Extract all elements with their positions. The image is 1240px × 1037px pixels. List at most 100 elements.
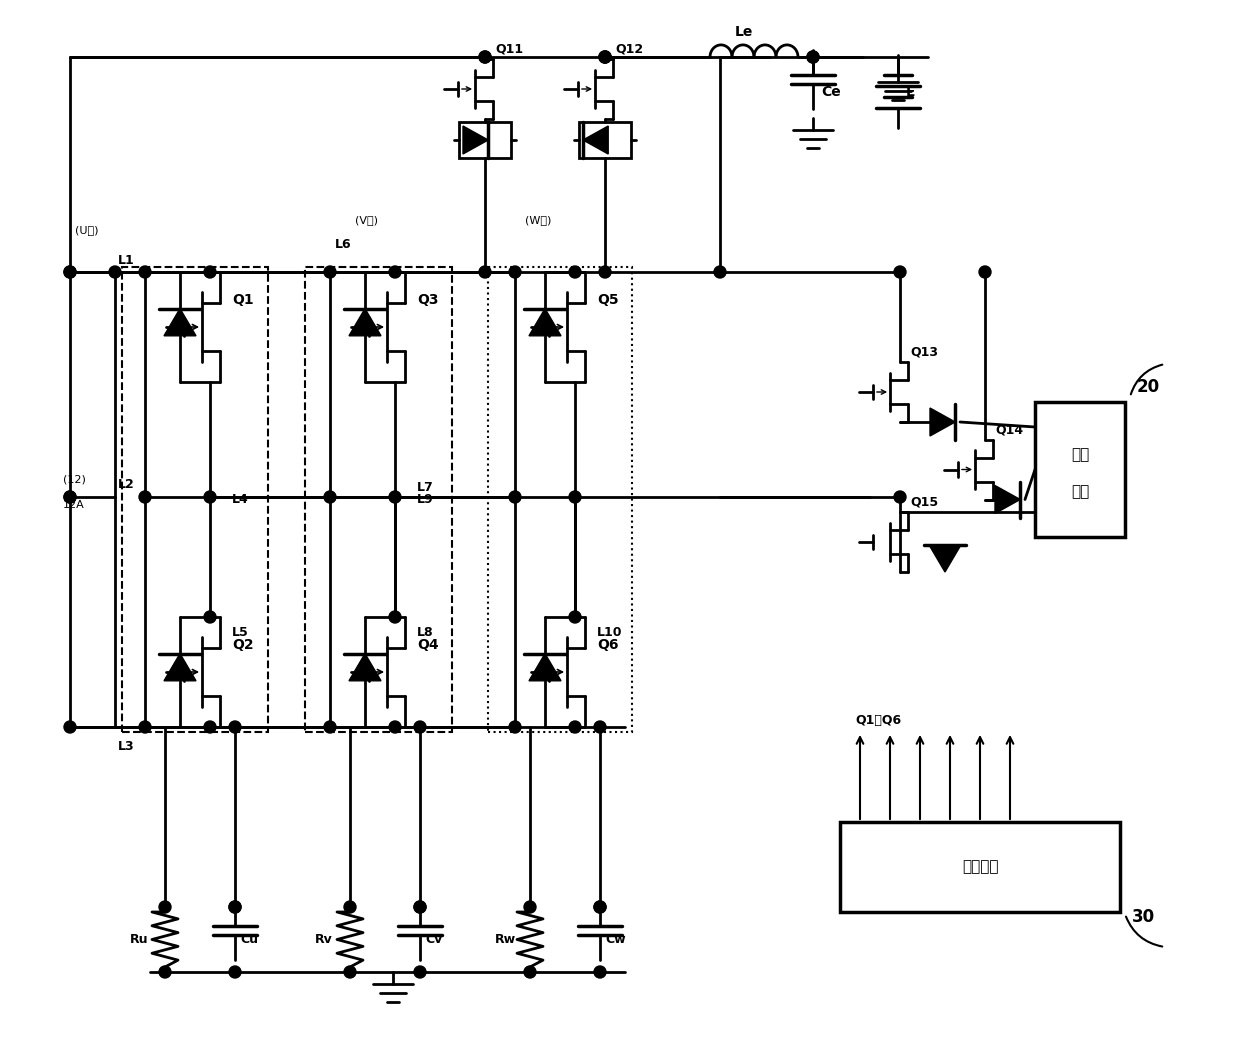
Circle shape [159, 901, 171, 913]
Circle shape [599, 51, 611, 63]
Text: (12): (12) [63, 474, 86, 484]
Text: Q12: Q12 [615, 43, 644, 56]
Circle shape [64, 267, 76, 278]
Text: (U相): (U相) [74, 225, 98, 235]
Polygon shape [583, 127, 608, 155]
Circle shape [414, 901, 427, 913]
Text: Q13: Q13 [910, 345, 937, 359]
Text: Cu: Cu [241, 933, 258, 946]
Circle shape [479, 267, 491, 278]
Circle shape [525, 966, 536, 978]
Circle shape [343, 901, 356, 913]
Text: L8: L8 [417, 625, 434, 639]
Text: L1: L1 [118, 253, 135, 267]
Text: Le: Le [735, 25, 754, 39]
Circle shape [64, 267, 76, 278]
Circle shape [525, 901, 536, 913]
Text: Q4: Q4 [417, 638, 439, 652]
Text: L4: L4 [232, 493, 249, 506]
Circle shape [569, 267, 582, 278]
Circle shape [343, 966, 356, 978]
Circle shape [389, 491, 401, 503]
Polygon shape [930, 408, 955, 436]
Circle shape [569, 721, 582, 733]
Text: 20: 20 [1137, 379, 1161, 396]
Text: Q1－Q6: Q1－Q6 [856, 713, 901, 727]
Polygon shape [929, 544, 961, 572]
Circle shape [324, 491, 336, 503]
Text: 电机: 电机 [1071, 484, 1089, 499]
Circle shape [109, 267, 122, 278]
Circle shape [205, 267, 216, 278]
Text: L6: L6 [335, 237, 352, 251]
Circle shape [64, 491, 76, 503]
Text: L7: L7 [417, 480, 434, 494]
Circle shape [414, 721, 427, 733]
Circle shape [599, 51, 611, 63]
Circle shape [807, 51, 818, 63]
Polygon shape [463, 127, 489, 155]
Circle shape [594, 721, 606, 733]
Circle shape [389, 721, 401, 733]
Text: L5: L5 [232, 625, 249, 639]
Circle shape [159, 966, 171, 978]
Circle shape [894, 267, 906, 278]
Circle shape [139, 721, 151, 733]
Text: Q3: Q3 [417, 293, 439, 307]
Circle shape [569, 491, 582, 503]
Circle shape [594, 901, 606, 913]
Bar [459, 122, 511, 158]
Circle shape [479, 51, 491, 63]
Circle shape [64, 721, 76, 733]
Polygon shape [348, 653, 381, 681]
Circle shape [594, 966, 606, 978]
Text: Cv: Cv [425, 933, 443, 946]
Circle shape [205, 491, 216, 503]
Circle shape [714, 267, 725, 278]
Text: E: E [906, 85, 915, 99]
Circle shape [324, 721, 336, 733]
Text: Rv: Rv [315, 933, 332, 946]
Circle shape [389, 267, 401, 278]
Circle shape [324, 267, 336, 278]
Bar [305, 267, 453, 732]
Circle shape [508, 721, 521, 733]
Bar [839, 822, 1120, 912]
Text: Q6: Q6 [596, 638, 619, 652]
Circle shape [894, 491, 906, 503]
Text: Q1: Q1 [232, 293, 254, 307]
Text: (V相): (V相) [355, 215, 378, 225]
Circle shape [508, 267, 521, 278]
Text: 30: 30 [1132, 908, 1156, 926]
Text: Q14: Q14 [994, 423, 1023, 436]
Text: 旋转: 旋转 [1071, 447, 1089, 463]
Circle shape [599, 51, 611, 63]
Circle shape [414, 966, 427, 978]
Circle shape [479, 51, 491, 63]
Circle shape [569, 611, 582, 623]
Bar [122, 267, 268, 732]
Circle shape [807, 51, 818, 63]
Text: L3: L3 [118, 740, 135, 754]
Text: L10: L10 [596, 625, 622, 639]
Bar [579, 122, 631, 158]
Circle shape [980, 267, 991, 278]
Polygon shape [164, 653, 196, 681]
Circle shape [414, 901, 427, 913]
Text: Q11: Q11 [495, 43, 523, 56]
Polygon shape [529, 653, 560, 681]
Circle shape [599, 267, 611, 278]
Text: Q2: Q2 [232, 638, 254, 652]
Bar [489, 267, 632, 732]
Circle shape [594, 901, 606, 913]
Text: Q15: Q15 [910, 496, 939, 508]
Text: (W相): (W相) [525, 215, 552, 225]
Circle shape [139, 267, 151, 278]
Bar [1035, 402, 1125, 537]
Text: Q5: Q5 [596, 293, 619, 307]
Circle shape [229, 721, 241, 733]
Polygon shape [994, 485, 1021, 513]
Polygon shape [164, 309, 196, 336]
Text: L2: L2 [118, 478, 135, 492]
Circle shape [229, 966, 241, 978]
